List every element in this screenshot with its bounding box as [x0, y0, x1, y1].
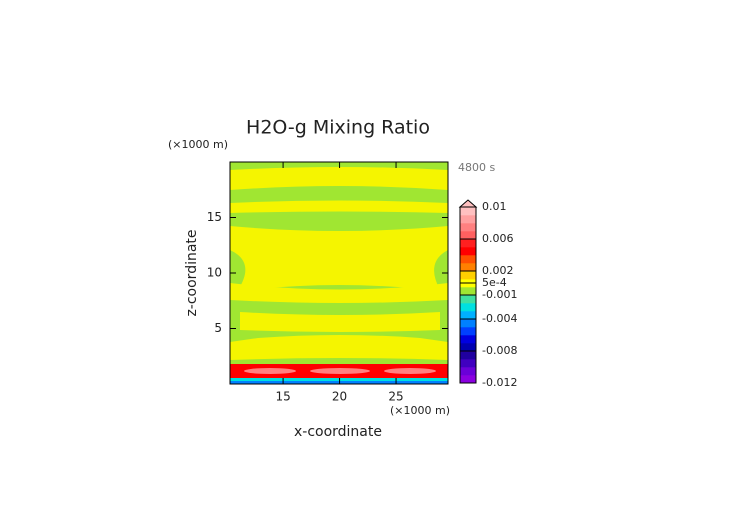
colorbar-tick-label: 0.002: [482, 264, 514, 277]
colorbar-tick-label: -0.012: [482, 376, 517, 389]
colorbar-band: [460, 263, 476, 272]
colorbar-band: [460, 375, 476, 384]
colorbar-band: [460, 343, 476, 352]
colorbar-band: [460, 255, 476, 264]
colorbar-band: [460, 319, 476, 328]
time-label: 4800 s: [458, 161, 495, 174]
x-unit: (×1000 m): [390, 404, 450, 417]
colorbar-band: [460, 335, 476, 344]
colorbar-tick-label: 0.01: [482, 200, 507, 213]
colorbar-band: [460, 327, 476, 336]
y-tick-label: 10: [207, 266, 222, 280]
y-tick-label: 15: [207, 210, 222, 224]
colorbar-band: [460, 287, 476, 296]
colorbar-band: [460, 223, 476, 232]
colorbar-band: [460, 367, 476, 376]
colorbar-tick-label: 5e-4: [482, 276, 507, 289]
colorbar-band: [460, 239, 476, 248]
colorbar-band: [460, 247, 476, 256]
chart-title: H2O-g Mixing Ratio: [246, 117, 430, 139]
x-tick-label: 20: [332, 390, 347, 404]
colorbar-band: [460, 215, 476, 224]
colorbar-tick-label: -0.008: [482, 344, 517, 357]
colorbar-band: [460, 359, 476, 368]
contour-field: [230, 162, 448, 384]
colorbar-band: [460, 311, 476, 320]
colorbar-tick-label: 0.006: [482, 232, 514, 245]
colorbar-band: [460, 207, 476, 216]
colorbar-tick-label: -0.001: [482, 288, 517, 301]
colorbar-band: [460, 295, 476, 304]
y-tick-label: 5: [214, 321, 222, 335]
y-unit: (×1000 m): [168, 138, 228, 151]
colorbar-tick-label: -0.004: [482, 312, 517, 325]
colorbar-band: [460, 303, 476, 312]
colorbar-band: [460, 271, 476, 280]
y-axis-label: z-coordinate: [184, 229, 200, 316]
x-axis-label: x-coordinate: [294, 424, 382, 440]
x-tick-label: 25: [388, 390, 403, 404]
x-tick-label: 15: [275, 390, 290, 404]
colorbar-overflow: [458, 199, 478, 208]
colorbar-band: [460, 351, 476, 360]
colorbar-band: [460, 231, 476, 240]
